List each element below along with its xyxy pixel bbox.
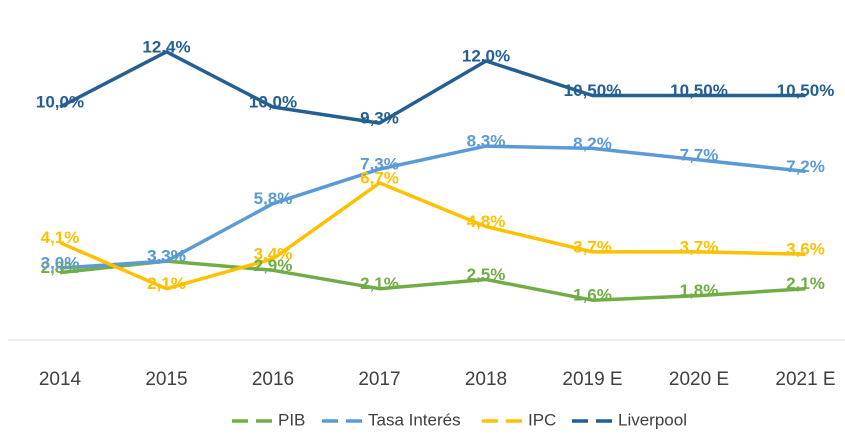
- data-label: 7,7%: [680, 145, 719, 164]
- data-label: 3,3%: [147, 247, 186, 266]
- data-label: 12,0%: [462, 46, 510, 65]
- series-line: [59, 50, 806, 125]
- data-label: 1,8%: [680, 281, 719, 300]
- x-tick-label: 2016: [252, 369, 294, 390]
- data-label: 2,8%: [41, 258, 80, 277]
- data-label: 3,4%: [254, 244, 293, 263]
- x-tick-label: 2021 E: [775, 369, 835, 390]
- data-label: 10,0%: [36, 92, 84, 111]
- data-label: 5,8%: [254, 189, 293, 208]
- data-label: 10,50%: [777, 81, 835, 100]
- data-label: 9,3%: [360, 109, 399, 128]
- legend-label: PIB: [278, 410, 305, 429]
- data-label: 3,0%: [41, 253, 80, 272]
- data-label: 8,3%: [467, 132, 506, 151]
- data-label: 2,9%: [254, 256, 293, 275]
- data-label: 10,50%: [670, 81, 728, 100]
- data-label: 4,1%: [41, 228, 80, 247]
- series-line: [59, 181, 806, 291]
- data-label: 3,6%: [786, 240, 825, 259]
- data-label: 7,3%: [360, 155, 399, 174]
- series-line: [59, 144, 806, 270]
- data-label: 10,0%: [249, 92, 297, 111]
- x-tick-label: 2020 E: [669, 369, 729, 390]
- data-label: 2,1%: [360, 274, 399, 293]
- data-label: 3,7%: [680, 237, 719, 256]
- x-tick-label: 2017: [358, 369, 400, 390]
- data-label: 3,3%: [147, 247, 186, 266]
- data-label: 3,7%: [573, 237, 612, 256]
- data-label: 2,1%: [147, 274, 186, 293]
- x-tick-label: 2019 E: [562, 369, 622, 390]
- legend-label: Liverpool: [618, 410, 687, 429]
- x-tick-label: 2018: [465, 369, 507, 390]
- series-line: [59, 259, 806, 302]
- data-label: 6,7%: [360, 168, 399, 187]
- data-label: 12,4%: [142, 37, 190, 56]
- legend-label: IPC: [528, 410, 556, 429]
- data-label: 1,6%: [573, 286, 612, 305]
- data-label: 4,8%: [467, 212, 506, 231]
- data-label: 10,50%: [564, 81, 622, 100]
- legend-label: Tasa Interés: [368, 410, 461, 429]
- data-label: 8,2%: [573, 134, 612, 153]
- x-tick-label: 2015: [145, 369, 187, 390]
- data-label: 2,1%: [786, 274, 825, 293]
- data-label: 7,2%: [786, 157, 825, 176]
- x-tick-label: 2014: [39, 369, 82, 390]
- data-label: 2,5%: [467, 265, 506, 284]
